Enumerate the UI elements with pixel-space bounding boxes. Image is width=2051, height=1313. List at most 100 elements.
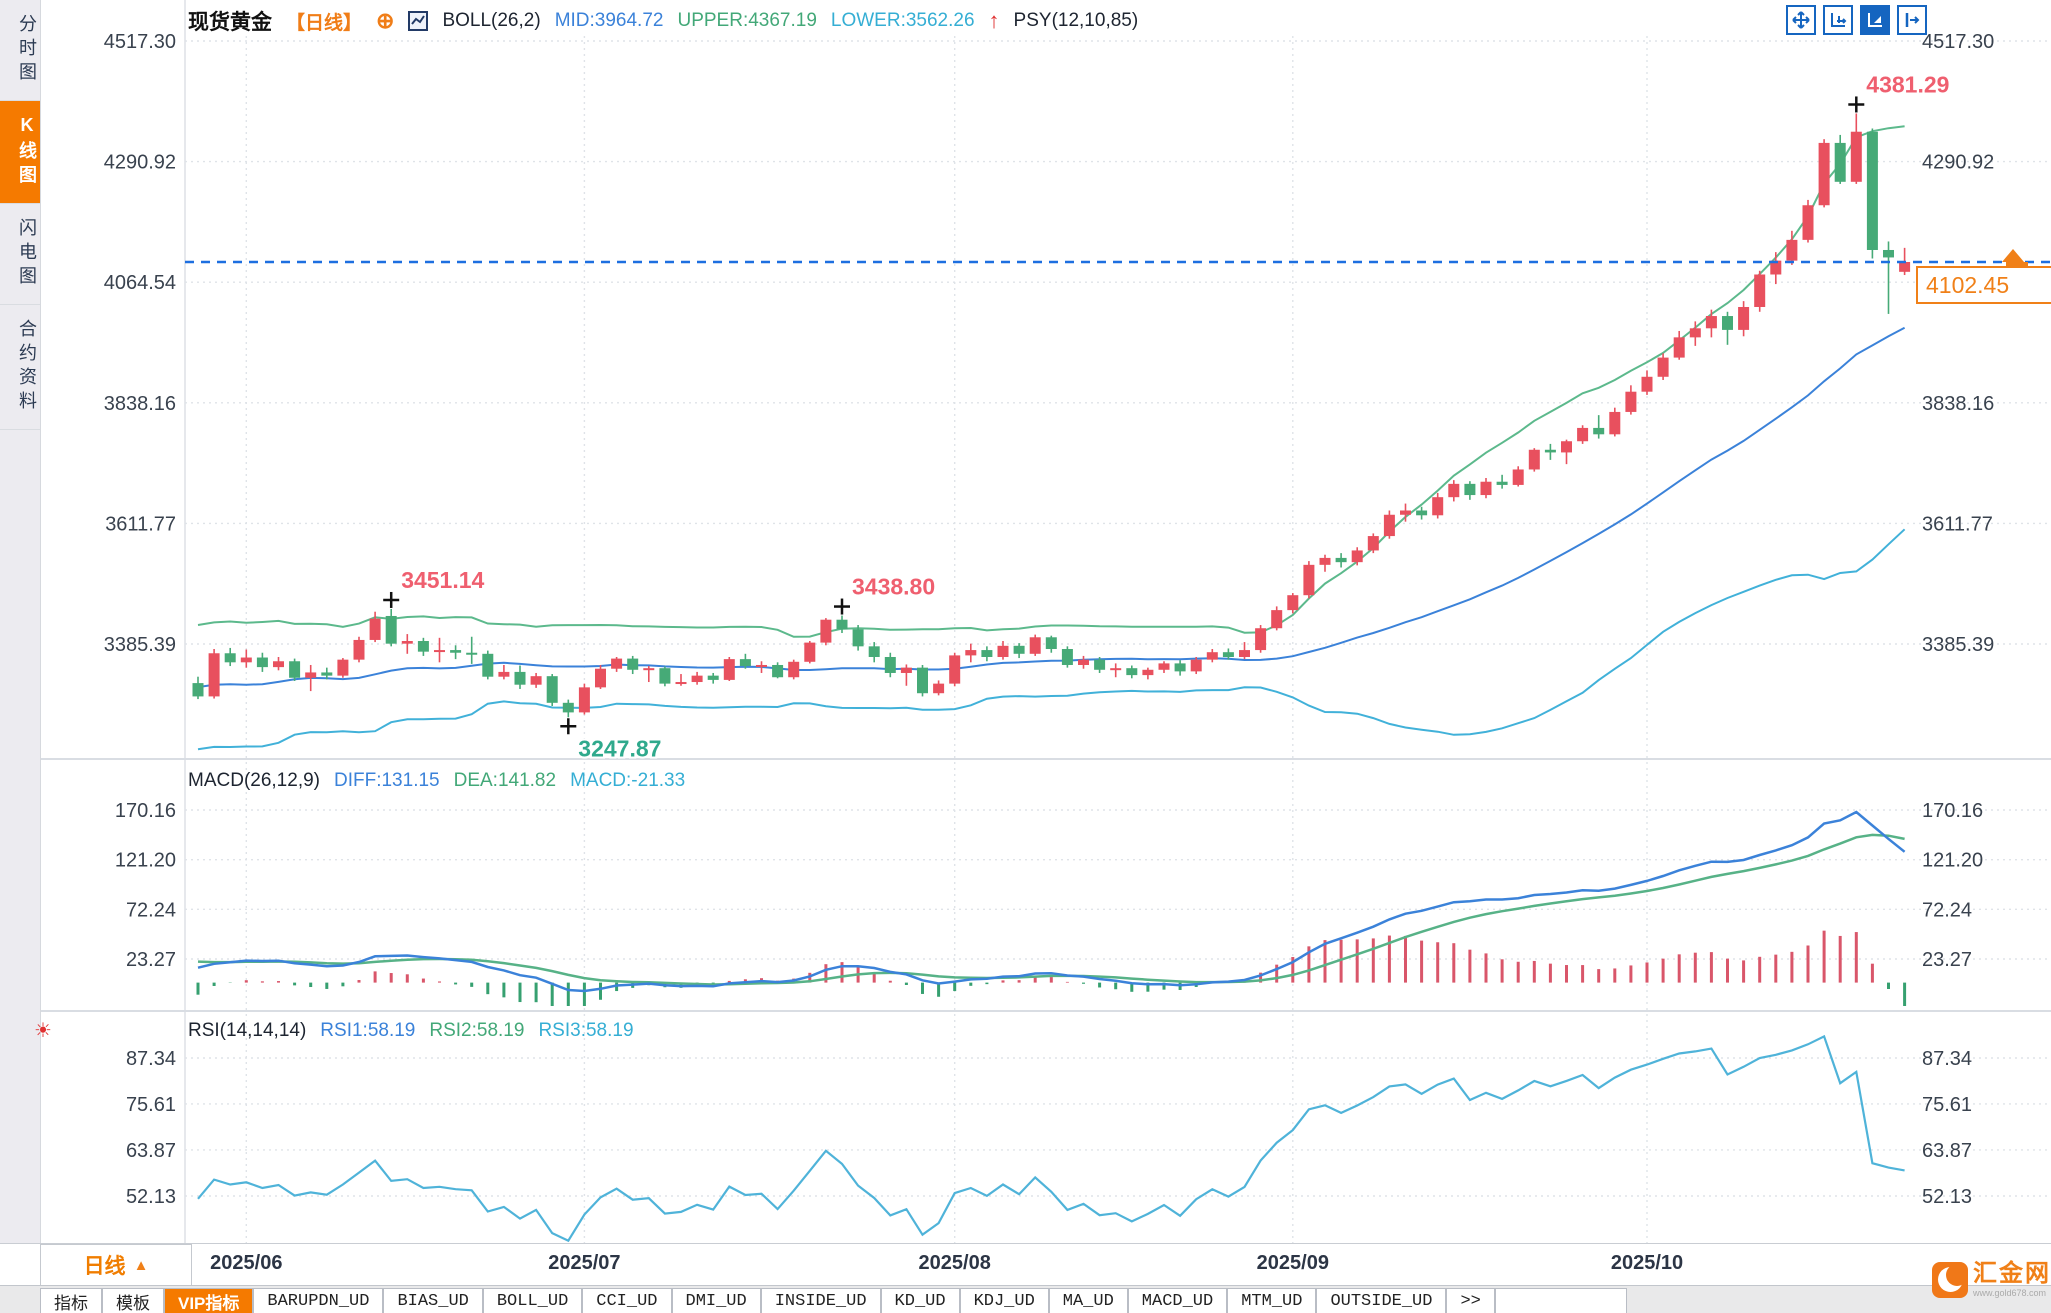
boll-lower-value: LOWER:3562.26 — [830, 10, 975, 31]
svg-text:3247.87: 3247.87 — [578, 735, 661, 761]
svg-text:4517.30: 4517.30 — [1922, 31, 1994, 53]
svg-text:4517.30: 4517.30 — [104, 31, 176, 53]
macd-label: MACD(26,12,9) — [188, 770, 320, 791]
svg-text:3838.16: 3838.16 — [104, 393, 176, 415]
sidebar: 分时图 K线图 闪电图 合约资料 — [0, 0, 41, 1243]
period-tag: 【日线】 — [286, 12, 363, 34]
svg-text:3385.39: 3385.39 — [1922, 634, 1994, 656]
sidebar-item-3[interactable]: 合约资料 — [0, 305, 40, 430]
kline-indicator-icon[interactable] — [408, 11, 429, 31]
period-selector[interactable]: 日线 ▲ — [40, 1244, 192, 1286]
caret-up-icon: ▲ — [133, 1256, 149, 1274]
svg-text:170.16: 170.16 — [1922, 800, 1983, 822]
svg-text:72.24: 72.24 — [1922, 899, 1972, 921]
indicator-tab-cciud[interactable]: CCI_UD — [582, 1288, 672, 1313]
svg-text:4381.29: 4381.29 — [1866, 71, 1949, 97]
logo-text: 汇金网 — [1973, 1260, 2051, 1287]
sidebar-item-2[interactable]: 闪电图 — [0, 204, 40, 305]
svg-text:3611.77: 3611.77 — [1922, 513, 1993, 535]
jump-to-latest-icon[interactable] — [1897, 5, 1927, 35]
symbol-name: 现货黄金 — [188, 11, 272, 34]
pan-move-icon[interactable] — [1786, 5, 1816, 35]
sidebar-item-0[interactable]: 分时图 — [0, 0, 40, 101]
svg-text:23.27: 23.27 — [1922, 949, 1972, 971]
svg-text:3451.14: 3451.14 — [401, 567, 484, 593]
month-label: 2025/10 — [1610, 1252, 1684, 1274]
zoom-x-axis-icon[interactable] — [1823, 5, 1853, 35]
price-marker-base — [2006, 262, 2028, 266]
month-label: 2025/07 — [548, 1252, 621, 1274]
macd-panel-header: MACD(26,12,9) DIFF:131.15 DEA:141.82 MAC… — [188, 770, 685, 792]
svg-text:121.20: 121.20 — [1922, 850, 1983, 872]
month-label: 2025/08 — [918, 1252, 991, 1274]
svg-text:3385.39: 3385.39 — [104, 634, 176, 656]
month-label: 2025/06 — [210, 1252, 283, 1274]
auto-scale-icon[interactable] — [1860, 5, 1890, 35]
logo-url: www.gold678.com — [1973, 1288, 2047, 1298]
current-price-tag: 4102.45 — [1916, 266, 2051, 304]
svg-text:4290.92: 4290.92 — [1922, 152, 1994, 174]
svg-text:3611.77: 3611.77 — [105, 513, 176, 535]
price-panel-header: 现货黄金 【日线】 ⊕ BOLL(26,2) MID:3964.72 UPPER… — [188, 6, 1138, 36]
svg-text:75.61: 75.61 — [126, 1094, 176, 1116]
indicator-tab-outsideud[interactable]: OUTSIDE_UD — [1316, 1288, 1447, 1313]
indicator-settings-sun-icon[interactable]: ☀ — [34, 1020, 52, 1042]
time-axis-row: 2025/06 2025/07 2025/08 2025/09 2025/10 — [0, 1243, 2051, 1286]
site-logo: 汇金网 www.gold678.com — [1932, 1262, 2051, 1298]
rsi-panel-header: RSI(14,14,14) RSI1:58.19 RSI2:58.19 RSI3… — [188, 1020, 634, 1042]
svg-text:52.13: 52.13 — [126, 1186, 176, 1208]
rsi-label: RSI(14,14,14) — [188, 1020, 307, 1041]
svg-text:4290.92: 4290.92 — [104, 152, 176, 174]
svg-text:170.16: 170.16 — [115, 800, 176, 822]
current-price-value: 4102.45 — [1926, 271, 2010, 298]
expand-icon[interactable]: ⊕ — [376, 8, 395, 33]
macd-diff-value: DIFF:131.15 — [334, 770, 440, 791]
rsi3-value: RSI3:58.19 — [538, 1020, 634, 1041]
boll-upper-value: UPPER:4367.19 — [677, 10, 817, 31]
boll-mid-value: MID:3964.72 — [554, 10, 664, 31]
svg-text:72.24: 72.24 — [126, 899, 176, 921]
indicator-tab-kdud[interactable]: KD_UD — [880, 1288, 960, 1313]
indicator-tab-模板[interactable]: 模板 — [102, 1288, 164, 1313]
boll-label: BOLL(26,2) — [442, 10, 541, 31]
rsi1-value: RSI1:58.19 — [320, 1020, 416, 1041]
svg-text:121.20: 121.20 — [115, 850, 176, 872]
sidebar-item-1[interactable]: K线图 — [0, 101, 40, 204]
svg-text:63.87: 63.87 — [1922, 1140, 1972, 1162]
tabbar-filler — [1494, 1288, 1627, 1313]
macd-dea-value: DEA:141.82 — [453, 770, 557, 791]
psy-label: PSY(12,10,85) — [1013, 10, 1139, 31]
svg-text:63.87: 63.87 — [126, 1140, 176, 1162]
indicator-tab-bollud[interactable]: BOLL_UD — [482, 1288, 583, 1313]
signal-arrow-icon: ↑ — [988, 8, 1000, 33]
indicator-tab-vip指标[interactable]: VIP指标 — [164, 1288, 254, 1313]
indicator-tab-biasud[interactable]: BIAS_UD — [383, 1288, 483, 1313]
indicator-tab-dmiud[interactable]: DMI_UD — [671, 1288, 761, 1313]
logo-crescent-icon — [1932, 1262, 1968, 1298]
chart-toolbar — [1786, 5, 1927, 35]
indicator-tab-maud[interactable]: MA_UD — [1048, 1288, 1128, 1313]
month-label: 2025/09 — [1256, 1252, 1329, 1274]
svg-text:52.13: 52.13 — [1922, 1186, 1972, 1208]
svg-text:75.61: 75.61 — [1922, 1094, 1972, 1116]
indicator-tab-kdjud[interactable]: KDJ_UD — [959, 1288, 1049, 1313]
period-selector-label: 日线 — [83, 1255, 126, 1278]
svg-text:87.34: 87.34 — [126, 1048, 176, 1070]
svg-text:87.34: 87.34 — [1922, 1048, 1972, 1070]
svg-text:3838.16: 3838.16 — [1922, 393, 1994, 415]
macd-value: MACD:-21.33 — [570, 770, 686, 791]
svg-text:23.27: 23.27 — [126, 949, 176, 971]
indicator-tab-barupdnud[interactable]: BARUPDN_UD — [253, 1288, 384, 1313]
svg-text:4064.54: 4064.54 — [104, 272, 176, 294]
rsi2-value: RSI2:58.19 — [429, 1020, 525, 1041]
indicator-tab-mtmud[interactable]: MTM_UD — [1227, 1288, 1317, 1313]
price-marker-arrow-icon — [2002, 238, 2024, 262]
indicator-tabbar: 指标 模板 VIP指标 BARUPDN_UD BIAS_UD BOLL_UD CCI_UD D… — [0, 1285, 2051, 1313]
indicator-tab-指标[interactable]: 指标 — [40, 1288, 102, 1313]
indicator-tab-insideud[interactable]: INSIDE_UD — [760, 1288, 881, 1313]
indicator-tab-macdud[interactable]: MACD_UD — [1127, 1288, 1228, 1313]
svg-text:3438.80: 3438.80 — [852, 574, 935, 600]
indicator-tab-[interactable]: >> — [1446, 1288, 1495, 1313]
